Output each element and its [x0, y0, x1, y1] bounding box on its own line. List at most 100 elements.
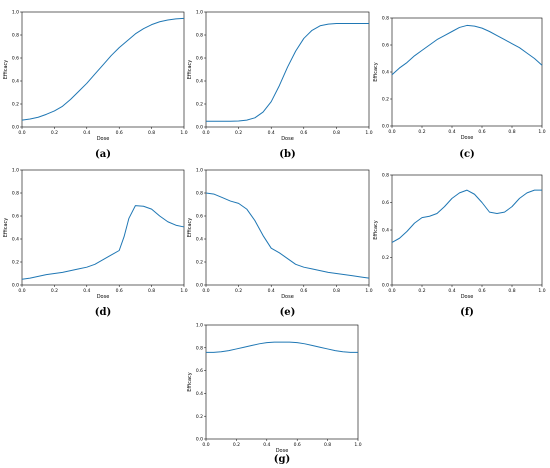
x-tick-label: 0.4: [263, 442, 270, 448]
x-tick-label: 0.0: [202, 442, 209, 448]
subplot-caption: (d): [95, 307, 111, 318]
subplot-caption: (e): [280, 307, 296, 318]
x-tick-label: 0.8: [333, 288, 340, 294]
y-axis-label: Efficacy: [187, 372, 193, 392]
y-tick-label: 0.8: [196, 345, 203, 351]
x-tick-label: 0.4: [268, 288, 275, 294]
x-tick-label: 1.0: [538, 288, 545, 294]
y-tick-label: 1.0: [12, 10, 19, 16]
y-tick-label: 0.2: [196, 414, 203, 420]
subplot-c: 0.0 0.2 0.4 0.6 0.8 1.0 0.0 0.2 0.4 0.6 0.8 Dose Eff…: [373, 16, 546, 160]
x-tick-label: 1.0: [538, 129, 545, 135]
x-tick-label: 0.8: [148, 130, 155, 136]
y-tick-label: 0.2: [12, 260, 19, 266]
x-tick-label: 0.4: [268, 130, 275, 136]
y-tick-label: 0.8: [382, 16, 389, 22]
x-tick-label: 0.8: [324, 442, 331, 448]
x-tick-label: 0.2: [51, 288, 58, 294]
x-tick-label: 0.4: [448, 288, 455, 294]
x-tick-label: 0.4: [83, 130, 90, 136]
y-axis-label: Efficacy: [3, 60, 9, 80]
y-tick-label: 0.4: [12, 237, 19, 243]
x-tick-label: 0.6: [116, 288, 123, 294]
axes-frame: [205, 324, 359, 440]
y-tick-label: 0.2: [382, 255, 389, 261]
subplot-d: 0.0 0.2 0.4 0.6 0.8 1.0 0.0 0.2 0.4 0.6 0.8 1.0 Dose…: [3, 168, 188, 318]
series-line: [391, 24, 543, 76]
y-axis-label: Efficacy: [3, 218, 9, 238]
y-tick-label: 1.0: [196, 168, 203, 174]
y-tick-label: 0.0: [12, 283, 19, 289]
y-axis-label: Efficacy: [187, 218, 193, 238]
x-tick-label: 0.8: [508, 288, 515, 294]
y-tick-label: 0.8: [12, 191, 19, 197]
y-tick-label: 0.4: [196, 79, 203, 85]
x-tick-label: 0.2: [233, 442, 240, 448]
axes-frame: [391, 174, 543, 286]
x-tick-label: 1.0: [354, 442, 361, 448]
y-tick-label: 0.0: [196, 125, 203, 131]
y-tick-label: 0.6: [196, 368, 203, 374]
y-tick-label: 0.4: [12, 79, 19, 85]
y-tick-label: 1.0: [196, 10, 203, 16]
x-tick-label: 0.6: [294, 442, 301, 448]
subplot-e: 0.0 0.2 0.4 0.6 0.8 1.0 0.0 0.2 0.4 0.6 0.8 1.0 Dose…: [187, 168, 373, 318]
axes-frame: [391, 17, 543, 127]
y-tick-label: 0.6: [12, 214, 19, 220]
x-tick-label: 0.6: [116, 130, 123, 136]
y-tick-label: 1.0: [196, 323, 203, 329]
subplot-caption: (c): [459, 149, 475, 160]
y-tick-label: 0.8: [12, 33, 19, 39]
x-tick-label: 0.2: [51, 130, 58, 136]
subplot-f: 0.0 0.2 0.4 0.6 0.8 1.0 0.0 0.2 0.4 0.6 0.8 Dose Eff…: [373, 173, 546, 318]
subplot-caption: (g): [274, 454, 290, 465]
y-tick-label: 0.4: [196, 391, 203, 397]
x-axis-label: Dose: [276, 448, 289, 454]
y-tick-label: 0.0: [382, 283, 389, 289]
x-tick-label: 0.8: [508, 129, 515, 135]
series-line: [391, 189, 542, 243]
subplot-caption: (f): [460, 307, 474, 318]
x-tick-label: 0.6: [478, 129, 485, 135]
x-tick-label: 0.0: [18, 288, 25, 294]
y-tick-label: 0.4: [382, 228, 389, 234]
x-tick-label: 0.0: [388, 129, 395, 135]
x-tick-label: 0.2: [418, 288, 425, 294]
series-line: [21, 205, 185, 280]
y-axis-label: Efficacy: [373, 62, 379, 82]
x-tick-label: 0.2: [235, 130, 242, 136]
axes-frame: [21, 169, 185, 286]
x-axis-label: Dose: [461, 294, 474, 300]
y-tick-label: 0.6: [196, 214, 203, 220]
subplot-caption: (b): [279, 149, 295, 160]
y-tick-label: 0.8: [382, 173, 389, 179]
y-tick-label: 1.0: [12, 168, 19, 174]
y-tick-label: 0.2: [196, 102, 203, 108]
x-tick-label: 0.8: [148, 288, 155, 294]
x-axis-label: Dose: [97, 294, 110, 300]
y-tick-label: 0.6: [382, 200, 389, 206]
x-tick-label: 0.6: [300, 288, 307, 294]
series-line: [206, 341, 358, 353]
y-tick-label: 0.4: [382, 70, 389, 76]
y-tick-label: 0.0: [196, 437, 203, 443]
x-tick-label: 0.0: [202, 288, 209, 294]
y-tick-label: 0.4: [196, 237, 203, 243]
y-tick-label: 0.0: [382, 124, 389, 130]
x-tick-label: 0.0: [388, 288, 395, 294]
x-axis-label: Dose: [281, 136, 294, 142]
x-tick-label: 1.0: [365, 130, 372, 136]
x-axis-label: Dose: [461, 135, 474, 141]
y-tick-label: 0.2: [12, 102, 19, 108]
x-tick-label: 0.8: [333, 130, 340, 136]
subplot-g: 0.0 0.2 0.4 0.6 0.8 1.0 0.0 0.2 0.4 0.6 0.8 1.0 Dose…: [187, 323, 362, 465]
y-tick-label: 0.6: [382, 43, 389, 49]
y-tick-label: 0.2: [196, 260, 203, 266]
x-tick-label: 0.0: [202, 130, 209, 136]
subplot-b: 0.0 0.2 0.4 0.6 0.8 1.0 0.0 0.2 0.4 0.6 0.8 1.0 Dose…: [187, 10, 373, 160]
x-tick-label: 0.6: [478, 288, 485, 294]
series-line: [21, 17, 185, 121]
y-axis-label: Efficacy: [373, 220, 379, 240]
x-tick-label: 0.2: [418, 129, 425, 135]
